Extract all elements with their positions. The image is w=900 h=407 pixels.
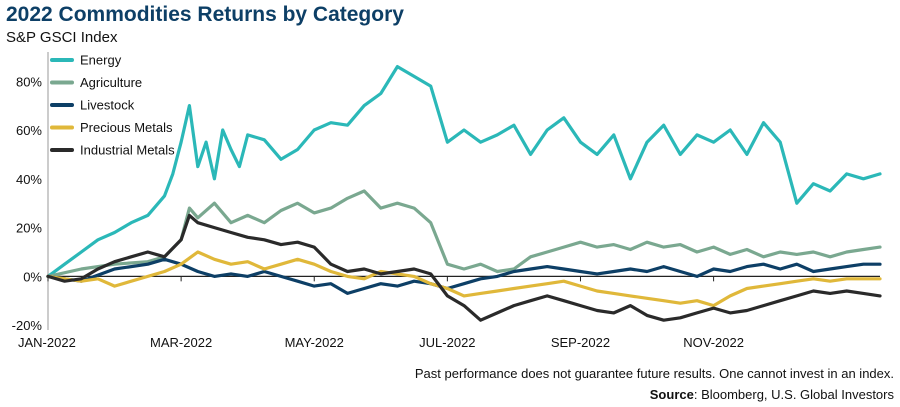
series-line-energy — [46, 64, 882, 278]
x-tick-label: NOV-2022 — [683, 335, 744, 350]
chart-legend: Energy Agriculture Livestock Precious Metal… — [50, 53, 175, 158]
legend-label: Precious Metals — [80, 120, 173, 135]
chart-axes: -20% 0% 20% 40% 60% 80% JAN-2022 MAR-2022 MAY-20… — [12, 52, 880, 350]
x-tick-label: SEP-2022 — [551, 335, 610, 350]
series-line-agriculture — [46, 189, 882, 278]
disclaimer-note: Past performance does not guarantee futu… — [414, 366, 894, 381]
x-tick-label: JAN-2022 — [18, 335, 76, 350]
y-tick-label: -20% — [12, 318, 43, 333]
x-tick-label: MAY-2022 — [285, 335, 344, 350]
chart-subtitle: S&P GSCI Index — [6, 29, 118, 46]
series-line-industrial-metals — [46, 213, 882, 322]
legend-label: Industrial Metals — [80, 143, 175, 158]
source-note: Source: Bloomberg, U.S. Global Investors — [650, 387, 894, 402]
series-line-livestock — [46, 257, 882, 295]
y-tick-label: 80% — [16, 74, 42, 89]
source-label: Source — [649, 387, 694, 402]
chart-title: 2022 Commodities Returns by Category — [6, 3, 404, 26]
series-layer — [46, 64, 882, 322]
legend-label: Energy — [80, 53, 122, 68]
legend-label: Livestock — [80, 98, 135, 113]
y-tick-label: 40% — [16, 172, 42, 187]
y-tick-label: 60% — [16, 123, 42, 138]
legend-label: Agriculture — [80, 75, 142, 90]
series-line-precious-metals — [46, 250, 882, 308]
source-text: : Bloomberg, U.S. Global Investors — [693, 387, 894, 402]
y-tick-label: 20% — [16, 221, 42, 236]
y-tick-label: 0% — [23, 269, 42, 284]
x-tick-label: JUL-2022 — [419, 335, 475, 350]
x-tick-label: MAR-2022 — [150, 335, 212, 350]
